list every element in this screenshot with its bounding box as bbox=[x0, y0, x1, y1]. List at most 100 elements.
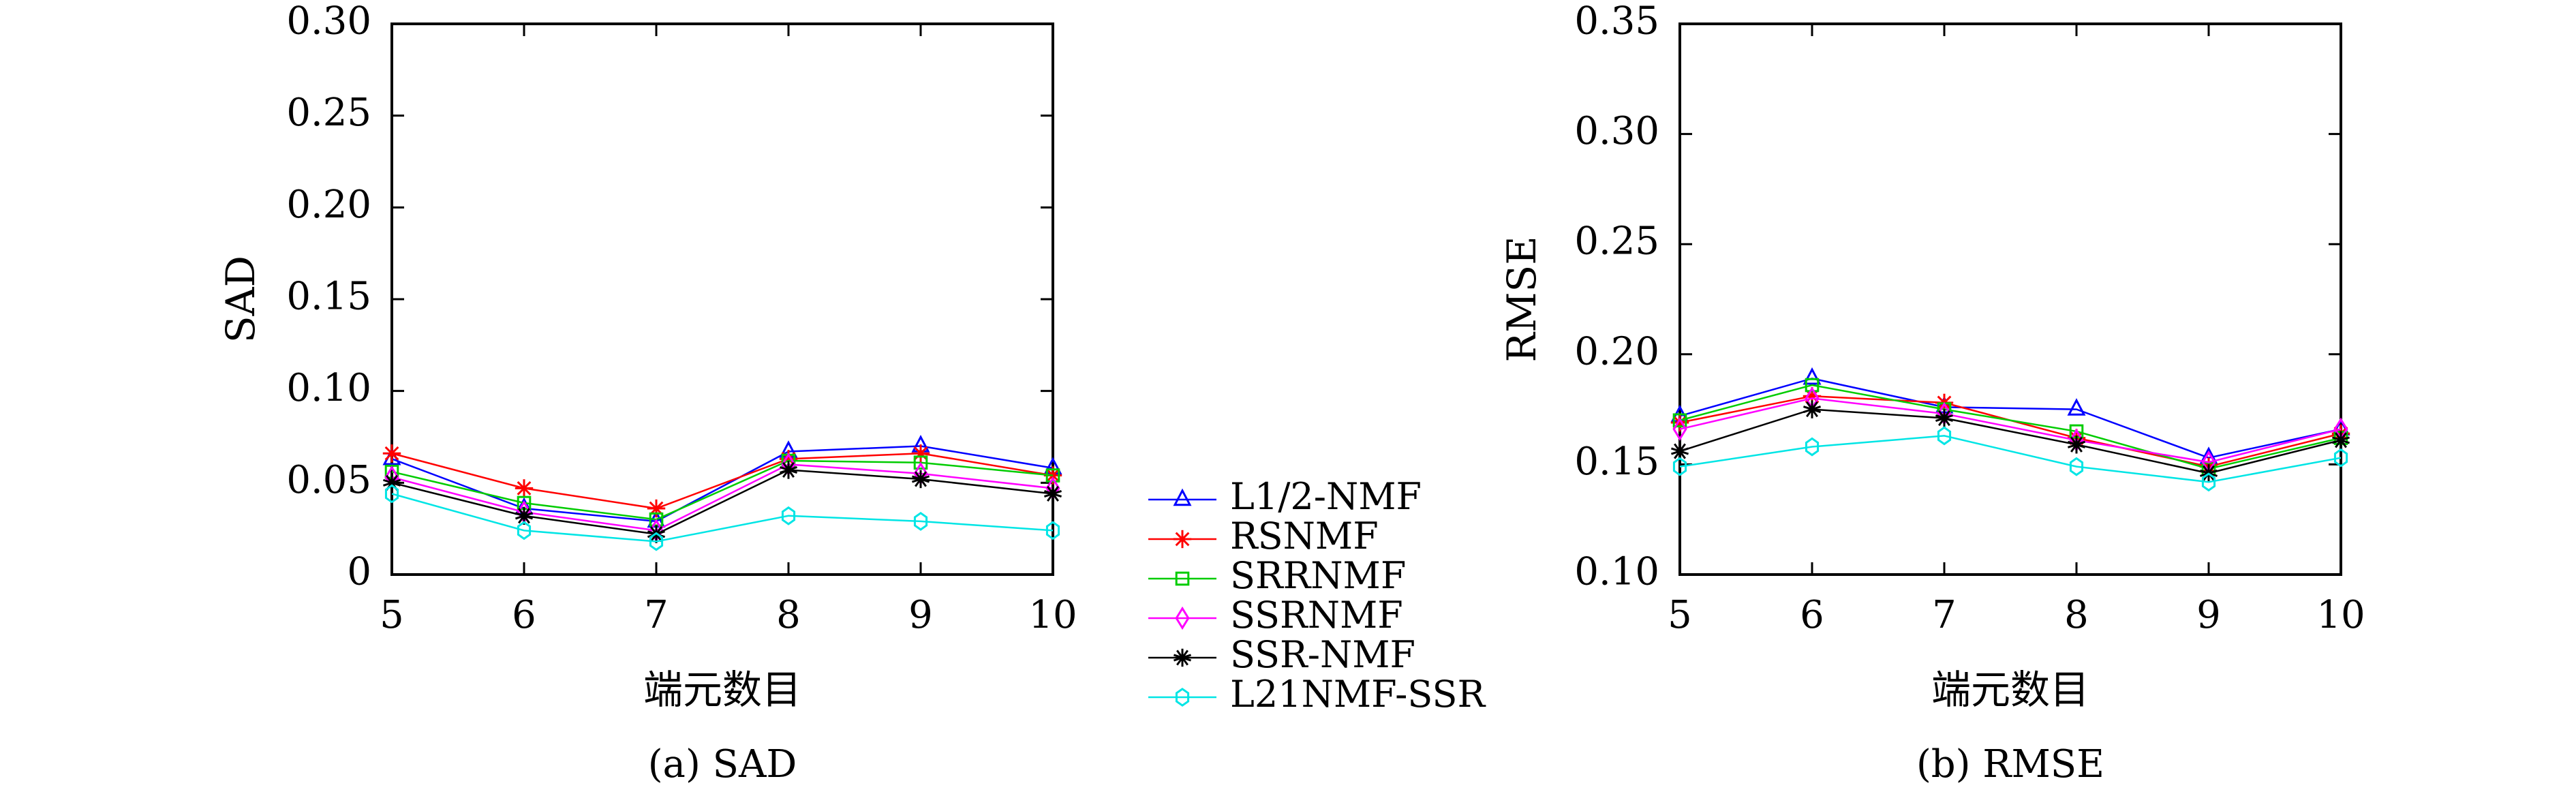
sad-point-l21nmf-ssr bbox=[649, 532, 664, 551]
rmse-y-axis: 0.10 0.15 0.20 0.25 0.30 0.35 bbox=[1574, 0, 2341, 594]
legend-label: SSRNMF bbox=[1230, 594, 1403, 637]
rmse-series-group bbox=[1670, 367, 2350, 492]
rmse-y-tick-label: 0.10 bbox=[1574, 550, 1659, 594]
sad-y-tick-label: 0.30 bbox=[286, 0, 371, 44]
sad-point-l21nmf-ssr bbox=[1045, 521, 1060, 540]
rmse-series-l1-2-nmf bbox=[1670, 367, 2350, 464]
rmse-series-l21nmf-ssr bbox=[1672, 426, 2348, 492]
rmse-x-tick-label: 10 bbox=[2316, 593, 2365, 637]
rmse-point-srrnmf bbox=[1805, 378, 1820, 393]
rmse-point-ssr-nmf bbox=[2331, 431, 2350, 450]
sad-line-l1-2-nmf bbox=[391, 445, 1054, 523]
sad-chart-panel: 5 6 7 8 9 10 0 0.05 0.10 0.15 0.20 0.25 0.30 SAD 端元… bbox=[217, 0, 1077, 787]
sad-caption: (a) SAD bbox=[648, 742, 797, 787]
sad-x-tick-label: 6 bbox=[512, 593, 536, 637]
legend-entry-rsnmf: RSNMF bbox=[1148, 515, 1379, 558]
rmse-point-ssrnmf bbox=[1672, 417, 1687, 441]
rmse-series-ssr-nmf bbox=[1670, 400, 2350, 483]
sad-series-ssrnmf bbox=[384, 453, 1060, 543]
legend: L1/2-NMFRSNMFSRRNMFSSRNMFSSR-NMFL21NMF-S… bbox=[1148, 475, 1486, 716]
legend-swatch-marker bbox=[1173, 530, 1192, 549]
sad-line-l21nmf-ssr bbox=[391, 493, 1054, 543]
sad-y-axis-label: SAD bbox=[217, 256, 264, 343]
rmse-x-tick-label: 5 bbox=[1668, 593, 1692, 637]
rmse-y-tick-label: 0.35 bbox=[1574, 0, 1659, 44]
sad-plot-frame bbox=[390, 22, 1054, 576]
rmse-line-l1-2-nmf bbox=[1679, 378, 2342, 459]
rmse-x-tick-label: 6 bbox=[1800, 593, 1824, 637]
rmse-point-l1-2-nmf bbox=[1803, 367, 1822, 385]
legend-swatch-marker bbox=[1175, 606, 1190, 630]
legend-swatch-marker bbox=[1173, 648, 1192, 667]
rmse-point-ssr-nmf bbox=[1935, 409, 1954, 427]
sad-series-l21nmf-ssr bbox=[384, 484, 1060, 551]
rmse-point-l21nmf-ssr bbox=[1805, 437, 1820, 457]
sad-y-tick-label: 0.25 bbox=[286, 91, 371, 135]
sad-point-l21nmf-ssr bbox=[384, 484, 399, 504]
rmse-plot-frame bbox=[1678, 22, 2342, 576]
sad-point-l21nmf-ssr bbox=[913, 511, 928, 531]
sad-line-ssr-nmf bbox=[391, 469, 1054, 536]
rmse-point-l21nmf-ssr bbox=[2069, 457, 2084, 476]
sad-x-axis-label: 端元数目 bbox=[643, 667, 801, 713]
sad-point-l21nmf-ssr bbox=[517, 521, 532, 540]
sad-x-tick-label: 9 bbox=[908, 593, 933, 637]
rmse-point-l1-2-nmf bbox=[2067, 398, 2086, 416]
sad-point-rsnmf bbox=[515, 479, 534, 498]
rmse-chart-panel: 5 6 7 8 9 10 0.10 0.15 0.20 0.25 0.30 0.35 RMSE 端元… bbox=[1499, 0, 2365, 787]
sad-y-tick-label: 0.10 bbox=[286, 366, 371, 410]
sad-line-ssrnmf bbox=[391, 463, 1054, 532]
rmse-point-l21nmf-ssr bbox=[2333, 448, 2348, 468]
sad-x-tick-label: 5 bbox=[380, 593, 404, 637]
sad-point-ssr-nmf bbox=[911, 470, 930, 489]
sad-point-rsnmf bbox=[911, 444, 930, 463]
rmse-y-tick-label: 0.20 bbox=[1574, 329, 1659, 373]
rmse-point-srrnmf bbox=[1672, 413, 1687, 428]
rmse-y-tick-label: 0.25 bbox=[1574, 219, 1659, 264]
rmse-x-axis: 5 6 7 8 9 10 bbox=[1668, 24, 2365, 637]
sad-point-ssr-nmf bbox=[515, 506, 534, 525]
sad-line-srrnmf bbox=[391, 459, 1054, 521]
legend-label: L1/2-NMF bbox=[1230, 475, 1422, 518]
rmse-y-tick-label: 0.30 bbox=[1574, 109, 1659, 153]
sad-y-tick-label: 0 bbox=[347, 550, 371, 594]
sad-y-tick-label: 0.20 bbox=[286, 183, 371, 227]
legend-swatch-marker bbox=[1175, 571, 1190, 586]
sad-point-rsnmf bbox=[382, 444, 401, 463]
sad-point-l21nmf-ssr bbox=[781, 506, 796, 525]
rmse-caption: (b) RMSE bbox=[1916, 742, 2104, 787]
sad-point-ssr-nmf bbox=[1043, 485, 1062, 503]
sad-line-rsnmf bbox=[391, 452, 1054, 510]
sad-y-tick-label: 0.05 bbox=[286, 458, 371, 502]
legend-swatch-marker bbox=[1173, 488, 1192, 506]
rmse-y-axis-label: RMSE bbox=[1499, 236, 1545, 362]
legend-label: L21NMF-SSR bbox=[1230, 673, 1486, 716]
sad-point-srrnmf bbox=[1045, 468, 1060, 483]
legend-entry-srrnmf: SRRNMF bbox=[1148, 554, 1406, 597]
sad-x-axis: 5 6 7 8 9 10 bbox=[380, 24, 1077, 637]
rmse-point-ssr-nmf bbox=[1803, 400, 1822, 418]
legend-label: RSNMF bbox=[1230, 515, 1379, 558]
rmse-point-ssr-nmf bbox=[2067, 436, 2086, 454]
rmse-line-srrnmf bbox=[1679, 384, 2342, 470]
sad-point-ssr-nmf bbox=[779, 461, 798, 479]
sad-y-tick-label: 0.15 bbox=[286, 275, 371, 319]
legend-swatch-marker bbox=[1175, 688, 1190, 707]
rmse-y-tick-label: 0.15 bbox=[1574, 440, 1659, 484]
sad-series-l1-2-nmf bbox=[382, 435, 1062, 528]
legend-label: SSR-NMF bbox=[1230, 633, 1415, 676]
rmse-point-l21nmf-ssr bbox=[2201, 472, 2216, 492]
rmse-line-l21nmf-ssr bbox=[1679, 435, 2342, 483]
sad-series-srrnmf bbox=[384, 453, 1060, 527]
sad-y-axis: 0 0.05 0.10 0.15 0.20 0.25 0.30 bbox=[286, 0, 1053, 594]
legend-entry-ssr-nmf: SSR-NMF bbox=[1148, 633, 1415, 676]
rmse-x-axis-label: 端元数目 bbox=[1931, 667, 2089, 713]
rmse-x-tick-label: 7 bbox=[1932, 593, 1957, 637]
rmse-point-l21nmf-ssr bbox=[1672, 457, 1687, 476]
sad-series-group bbox=[382, 435, 1062, 551]
rmse-point-l21nmf-ssr bbox=[1937, 426, 1952, 446]
rmse-line-ssr-nmf bbox=[1679, 408, 2342, 474]
legend-entry-ssrnmf: SSRNMF bbox=[1148, 594, 1403, 637]
rmse-x-tick-label: 9 bbox=[2196, 593, 2221, 637]
